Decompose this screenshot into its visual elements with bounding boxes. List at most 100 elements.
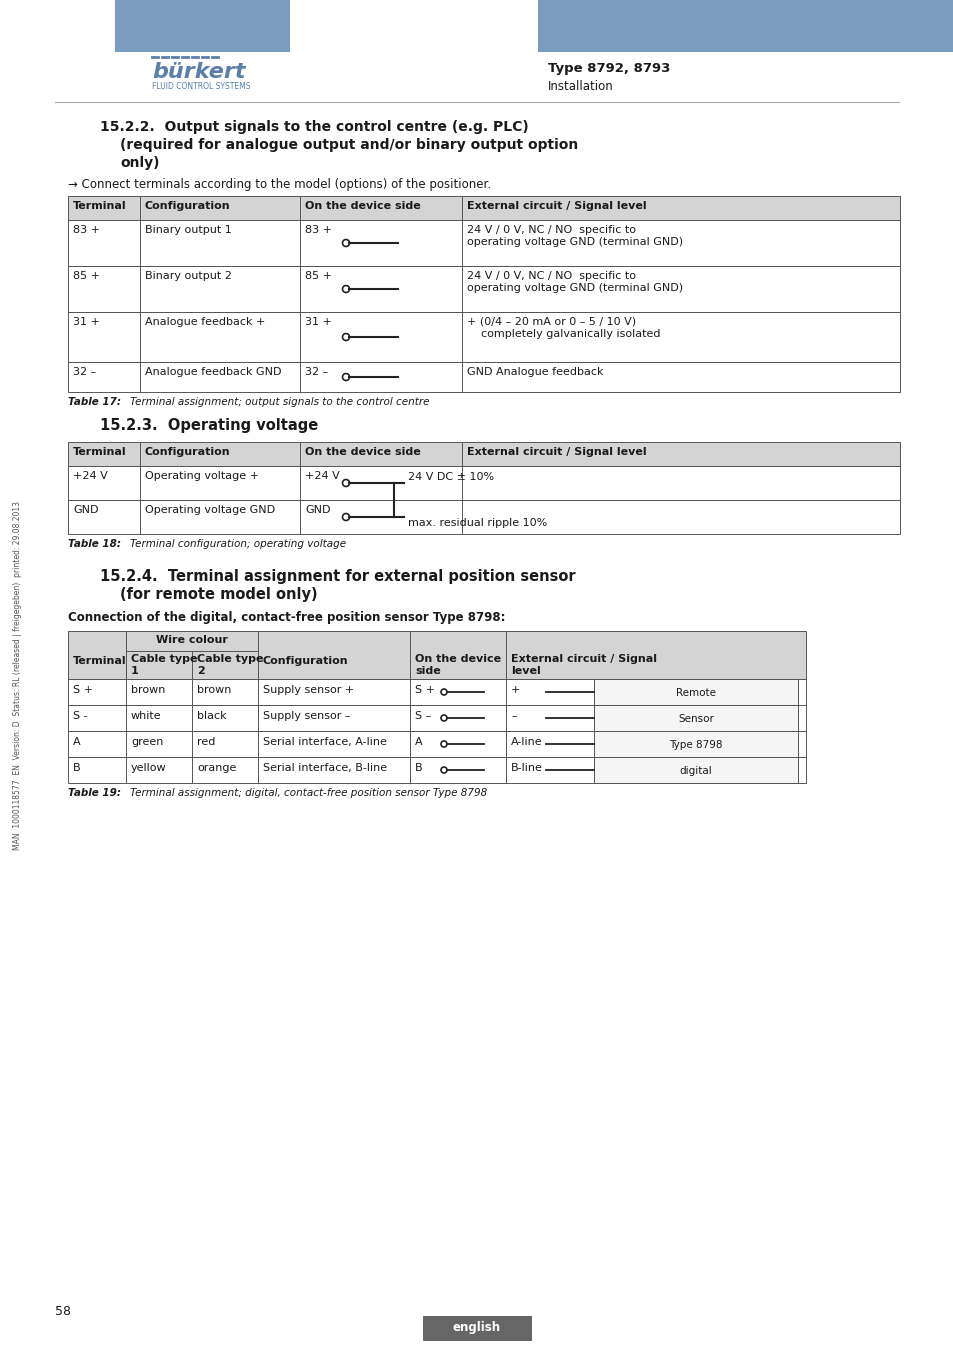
Text: Operating voltage +: Operating voltage +	[145, 471, 258, 481]
Bar	[115, 0, 290, 53]
Text: + (0/4 – 20 mA or 0 – 5 / 10 V)
    completely galvanically isolated: + (0/4 – 20 mA or 0 – 5 / 10 V) complete…	[467, 317, 659, 339]
Text: External circuit / Signal level: External circuit / Signal level	[467, 201, 646, 211]
Bar	[68, 266, 899, 312]
Text: B: B	[73, 763, 81, 774]
Text: Type 8792, 8793: Type 8792, 8793	[547, 62, 670, 76]
Bar	[68, 441, 899, 466]
Text: → Connect terminals according to the model (options) of the positioner.: → Connect terminals according to the mod…	[68, 178, 491, 190]
Text: Remote: Remote	[676, 688, 716, 698]
Text: (for remote model only): (for remote model only)	[120, 587, 317, 602]
Text: 32 –: 32 –	[305, 367, 328, 377]
Text: 83 +: 83 +	[305, 225, 332, 235]
Text: Terminal configuration; operating voltage: Terminal configuration; operating voltag…	[130, 539, 346, 549]
Text: 15.2.2.  Output signals to the control centre (e.g. PLC): 15.2.2. Output signals to the control ce…	[100, 120, 528, 134]
Text: A: A	[415, 737, 422, 747]
Text: Supply sensor +: Supply sensor +	[263, 684, 354, 695]
Text: On the device side: On the device side	[305, 201, 420, 211]
Text: FLUID CONTROL SYSTEMS: FLUID CONTROL SYSTEMS	[152, 82, 251, 90]
Bar	[68, 220, 899, 266]
Text: green: green	[131, 737, 163, 747]
Text: english: english	[453, 1322, 500, 1335]
Text: Table 17:: Table 17:	[68, 397, 121, 406]
Text: Table 18:: Table 18:	[68, 539, 121, 549]
Text: On the device
side: On the device side	[415, 653, 500, 675]
Text: Wire colour: Wire colour	[156, 634, 228, 645]
Text: Cable type
2: Cable type 2	[196, 653, 263, 675]
Text: Binary output 1: Binary output 1	[145, 225, 232, 235]
Text: digital: digital	[679, 765, 712, 776]
Text: +24 V: +24 V	[305, 471, 339, 481]
Text: orange: orange	[196, 763, 236, 774]
Text: Installation: Installation	[547, 80, 613, 93]
Text: GND Analogue feedback: GND Analogue feedback	[467, 367, 603, 377]
Bar	[68, 730, 805, 757]
Text: 24 V / 0 V, NC / NO  specific to
operating voltage GND (terminal GND): 24 V / 0 V, NC / NO specific to operatin…	[467, 225, 682, 247]
Text: red: red	[196, 737, 215, 747]
Bar	[68, 705, 805, 730]
Text: –: –	[511, 711, 517, 721]
Text: Analogue feedback GND: Analogue feedback GND	[145, 367, 281, 377]
Text: Table 19:: Table 19:	[68, 788, 121, 798]
Text: Configuration: Configuration	[263, 656, 348, 666]
Text: S –: S –	[415, 711, 431, 721]
Text: B-line: B-line	[511, 763, 542, 774]
Bar	[537, 0, 953, 53]
Text: 15.2.3.  Operating voltage: 15.2.3. Operating voltage	[100, 418, 318, 433]
Text: +24 V: +24 V	[73, 471, 108, 481]
Text: Terminal assignment; output signals to the control centre: Terminal assignment; output signals to t…	[130, 397, 429, 406]
Text: 85 +: 85 +	[73, 271, 100, 281]
Bar	[68, 466, 899, 500]
Text: 85 +: 85 +	[305, 271, 332, 281]
Bar	[68, 312, 899, 362]
Text: Serial interface, A-line: Serial interface, A-line	[263, 737, 387, 747]
Text: Sensor: Sensor	[678, 714, 713, 724]
Text: S +: S +	[73, 684, 92, 695]
Text: 15.2.4.  Terminal assignment for external position sensor: 15.2.4. Terminal assignment for external…	[100, 568, 575, 585]
Text: 24 V DC ± 10%: 24 V DC ± 10%	[408, 472, 494, 482]
Text: Type 8798: Type 8798	[669, 740, 722, 751]
Text: max. residual ripple 10%: max. residual ripple 10%	[408, 518, 547, 528]
Text: Analogue feedback +: Analogue feedback +	[145, 317, 265, 327]
Text: Operating voltage GND: Operating voltage GND	[145, 505, 274, 514]
Text: Serial interface, B-line: Serial interface, B-line	[263, 763, 387, 774]
Text: 31 +: 31 +	[305, 317, 332, 327]
Text: Terminal: Terminal	[73, 656, 127, 666]
Text: B: B	[415, 763, 422, 774]
Text: Configuration: Configuration	[145, 201, 231, 211]
Text: white: white	[131, 711, 161, 721]
Text: Terminal: Terminal	[73, 447, 127, 458]
Text: 58: 58	[55, 1305, 71, 1318]
Text: A: A	[73, 737, 81, 747]
Text: yellow: yellow	[131, 763, 167, 774]
Text: (required for analogue output and/or binary output option: (required for analogue output and/or bin…	[120, 138, 578, 153]
Text: A-line: A-line	[511, 737, 542, 747]
Text: External circuit / Signal level: External circuit / Signal level	[467, 447, 646, 458]
Bar	[68, 196, 899, 220]
Text: Connection of the digital, contact-free position sensor Type 8798:: Connection of the digital, contact-free …	[68, 612, 505, 624]
Text: Configuration: Configuration	[145, 447, 231, 458]
Text: GND: GND	[73, 505, 98, 514]
Text: Cable type
1: Cable type 1	[131, 653, 197, 675]
Bar	[68, 362, 899, 391]
Text: MAN  1000118577  EN  Version: D  Status: RL (released | freigegeben)  printed: 2: MAN 1000118577 EN Version: D Status: RL …	[13, 501, 23, 849]
Text: 24 V / 0 V, NC / NO  specific to
operating voltage GND (terminal GND): 24 V / 0 V, NC / NO specific to operatin…	[467, 271, 682, 293]
Text: 32 –: 32 –	[73, 367, 96, 377]
Text: brown: brown	[131, 684, 165, 695]
Bar	[422, 1316, 531, 1341]
Text: brown: brown	[196, 684, 232, 695]
Text: S +: S +	[415, 684, 435, 695]
Text: Binary output 2: Binary output 2	[145, 271, 232, 281]
Bar	[594, 679, 797, 783]
Bar	[68, 630, 805, 679]
Text: bürkert: bürkert	[152, 62, 245, 82]
Bar	[68, 679, 805, 705]
Text: Terminal: Terminal	[73, 201, 127, 211]
Text: Terminal assignment; digital, contact-free position sensor Type 8798: Terminal assignment; digital, contact-fr…	[130, 788, 487, 798]
Text: On the device side: On the device side	[305, 447, 420, 458]
Text: GND: GND	[305, 505, 330, 514]
Text: +: +	[511, 684, 519, 695]
Bar	[68, 500, 899, 535]
Text: 31 +: 31 +	[73, 317, 100, 327]
Text: Supply sensor –: Supply sensor –	[263, 711, 350, 721]
Text: only): only)	[120, 157, 159, 170]
